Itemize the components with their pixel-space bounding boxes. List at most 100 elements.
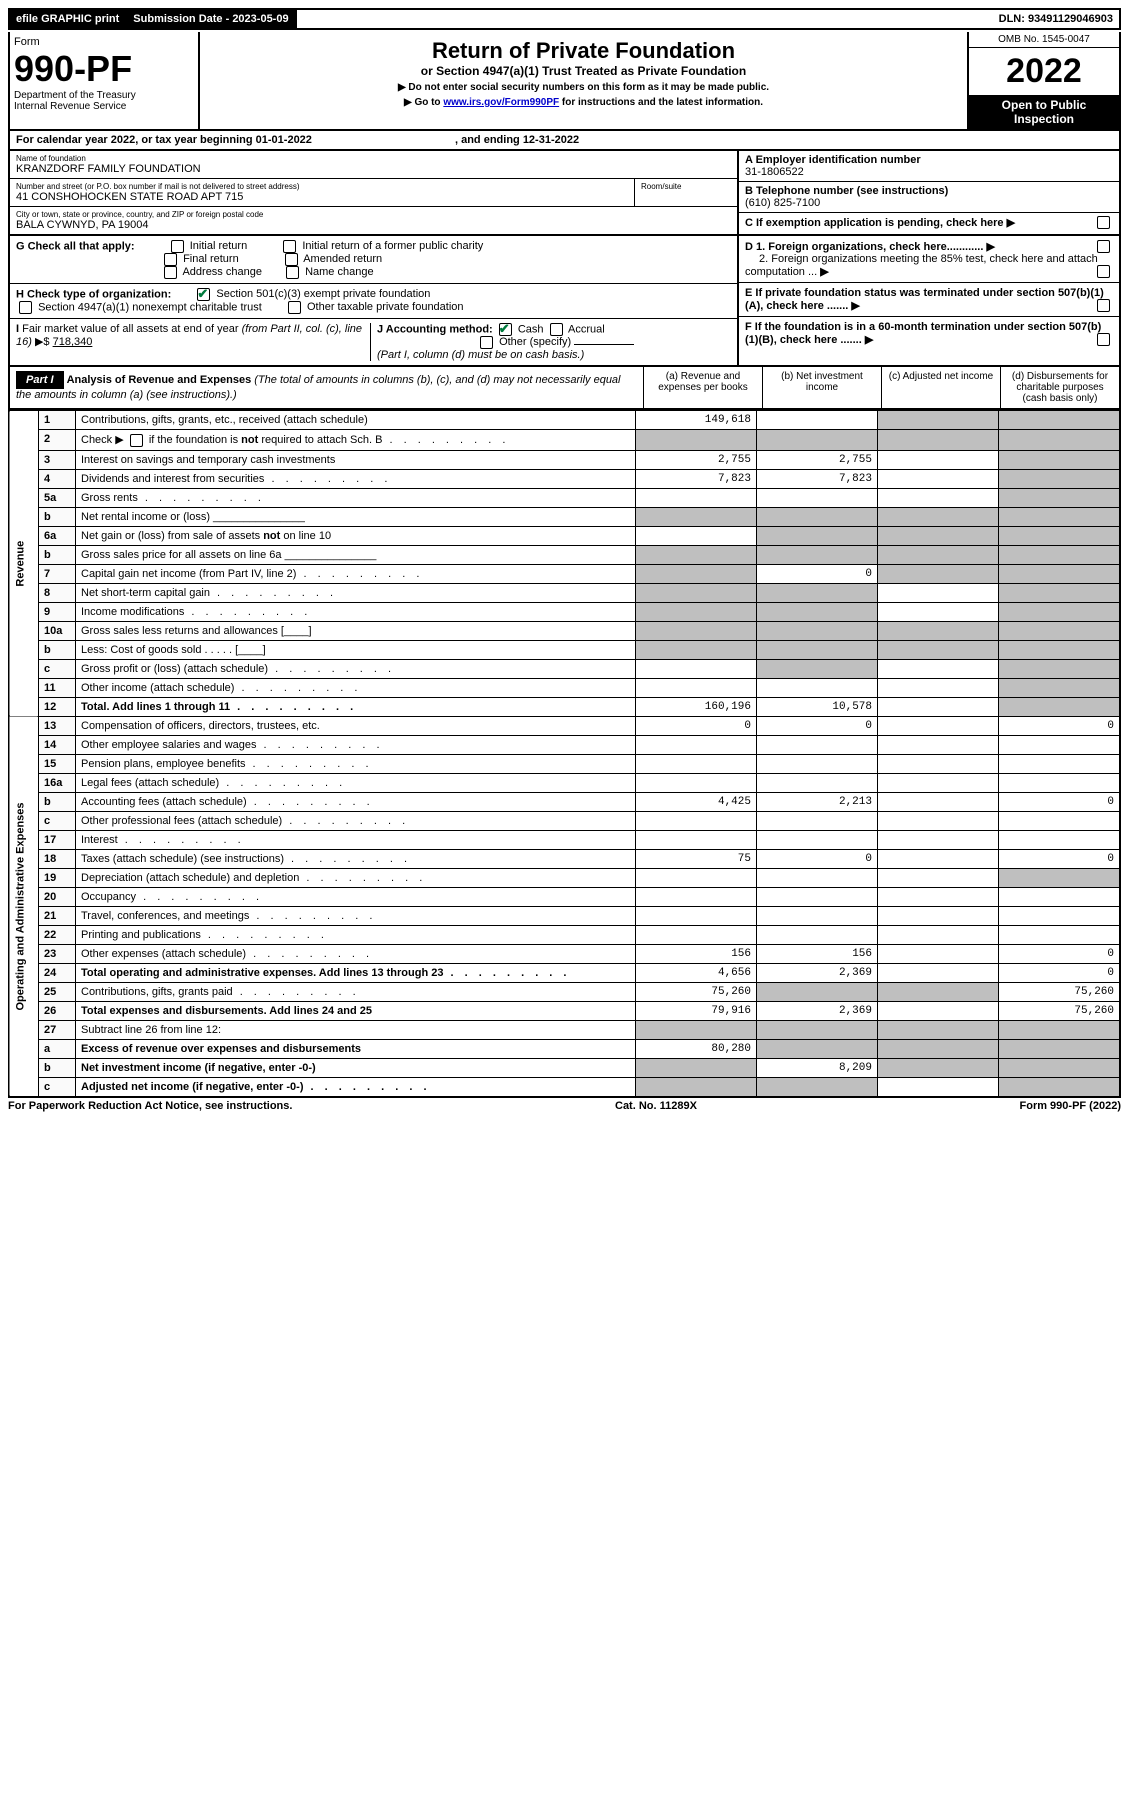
value-cell <box>878 583 999 602</box>
value-cell: 10,578 <box>757 697 878 716</box>
checks-section: G Check all that apply: Initial return I… <box>8 236 1121 367</box>
value-cell: 7,823 <box>636 469 757 488</box>
table-row: 17Interest . . . . . . . . . <box>9 830 1120 849</box>
line-description: Other employee salaries and wages . . . … <box>76 735 636 754</box>
revenue-side-label: Revenue <box>9 411 39 717</box>
line-number: 13 <box>39 716 76 735</box>
h-other-checkbox[interactable] <box>288 301 301 314</box>
g-initial-checkbox[interactable] <box>171 240 184 253</box>
table-row: 27Subtract line 26 from line 12: <box>9 1020 1120 1039</box>
value-cell <box>878 1058 999 1077</box>
table-row: 3Interest on savings and temporary cash … <box>9 450 1120 469</box>
table-row: 4Dividends and interest from securities … <box>9 469 1120 488</box>
value-cell <box>999 697 1121 716</box>
table-row: 5aGross rents . . . . . . . . . <box>9 488 1120 507</box>
line-description: Capital gain net income (from Part IV, l… <box>76 564 636 583</box>
value-cell <box>999 488 1121 507</box>
form-header: Form 990-PF Department of the Treasury I… <box>8 32 1121 131</box>
d1-checkbox[interactable] <box>1097 240 1110 253</box>
line-description: Interest . . . . . . . . . <box>76 830 636 849</box>
value-cell <box>636 925 757 944</box>
value-cell <box>636 430 757 451</box>
value-cell <box>878 411 999 430</box>
value-cell <box>757 545 878 564</box>
j-accrual-checkbox[interactable] <box>550 323 563 336</box>
value-cell <box>999 430 1121 451</box>
value-cell <box>878 678 999 697</box>
value-cell <box>636 830 757 849</box>
value-cell <box>999 887 1121 906</box>
instr-post: for instructions and the latest informat… <box>559 97 763 108</box>
value-cell: 2,369 <box>757 963 878 982</box>
g-address-checkbox[interactable] <box>164 266 177 279</box>
page-footer: For Paperwork Reduction Act Notice, see … <box>8 1100 1121 1112</box>
g-name-checkbox[interactable] <box>286 266 299 279</box>
table-row: 23Other expenses (attach schedule) . . .… <box>9 944 1120 963</box>
value-cell <box>636 545 757 564</box>
line-description: Income modifications . . . . . . . . . <box>76 602 636 621</box>
j-cash-checkbox[interactable] <box>499 323 512 336</box>
value-cell <box>636 602 757 621</box>
value-cell: 7,823 <box>757 469 878 488</box>
value-cell <box>999 450 1121 469</box>
line-description: Other income (attach schedule) . . . . .… <box>76 678 636 697</box>
line-number: 15 <box>39 754 76 773</box>
table-row: aExcess of revenue over expenses and dis… <box>9 1039 1120 1058</box>
value-cell <box>878 868 999 887</box>
value-cell <box>878 906 999 925</box>
form990pf-link[interactable]: www.irs.gov/Form990PF <box>443 97 559 108</box>
g-initial-former-label: Initial return of a former public charit… <box>302 240 483 252</box>
line-number: c <box>39 1077 76 1097</box>
g-final-label: Final return <box>183 253 239 265</box>
g-final-checkbox[interactable] <box>164 253 177 266</box>
d2-checkbox[interactable] <box>1097 265 1110 278</box>
form-number: 990-PF <box>14 48 194 90</box>
omb-number: OMB No. 1545-0047 <box>969 32 1119 48</box>
line-number: 10a <box>39 621 76 640</box>
phone-label: B Telephone number (see instructions) <box>745 185 1113 197</box>
value-cell <box>999 1039 1121 1058</box>
line-number: 23 <box>39 944 76 963</box>
value-cell: 0 <box>999 849 1121 868</box>
h-4947-checkbox[interactable] <box>19 301 32 314</box>
value-cell <box>636 811 757 830</box>
line-number: b <box>39 792 76 811</box>
table-row: cGross profit or (loss) (attach schedule… <box>9 659 1120 678</box>
value-cell <box>757 868 878 887</box>
table-row: 9Income modifications . . . . . . . . . <box>9 602 1120 621</box>
j-other-checkbox[interactable] <box>480 336 493 349</box>
e-checkbox[interactable] <box>1097 299 1110 312</box>
instr-pre: ▶ Go to <box>404 97 443 108</box>
value-cell <box>878 450 999 469</box>
j-accrual-label: Accrual <box>568 323 605 335</box>
f-row: F If the foundation is in a 60-month ter… <box>739 317 1119 350</box>
table-row: 24Total operating and administrative exp… <box>9 963 1120 982</box>
line-number: 9 <box>39 602 76 621</box>
line-number: 21 <box>39 906 76 925</box>
f-label: F If the foundation is in a 60-month ter… <box>745 321 1101 346</box>
c-checkbox[interactable] <box>1097 216 1110 229</box>
value-cell <box>878 849 999 868</box>
line-number: b <box>39 1058 76 1077</box>
g-amended-checkbox[interactable] <box>285 253 298 266</box>
line-description: Net short-term capital gain . . . . . . … <box>76 583 636 602</box>
g-initial-former-checkbox[interactable] <box>283 240 296 253</box>
value-cell <box>757 659 878 678</box>
efile-print-button[interactable]: efile GRAPHIC print <box>10 10 127 28</box>
line-description: Contributions, gifts, grants, etc., rece… <box>76 411 636 430</box>
value-cell <box>999 526 1121 545</box>
g-label: G Check all that apply: <box>16 240 135 252</box>
schb-checkbox[interactable] <box>130 434 143 447</box>
form-title: Return of Private Foundation <box>206 38 961 64</box>
value-cell <box>878 640 999 659</box>
value-cell: 156 <box>636 944 757 963</box>
calendar-year-row: For calendar year 2022, or tax year begi… <box>8 131 1121 151</box>
f-checkbox[interactable] <box>1097 333 1110 346</box>
col-c-header: (c) Adjusted net income <box>881 367 1000 408</box>
h-501c3-checkbox[interactable] <box>197 288 210 301</box>
value-cell: 0 <box>999 792 1121 811</box>
value-cell <box>636 1077 757 1097</box>
instr-ssn: ▶ Do not enter social security numbers o… <box>206 82 961 93</box>
line-number: 1 <box>39 411 76 430</box>
line-description: Gross sales price for all assets on line… <box>76 545 636 564</box>
